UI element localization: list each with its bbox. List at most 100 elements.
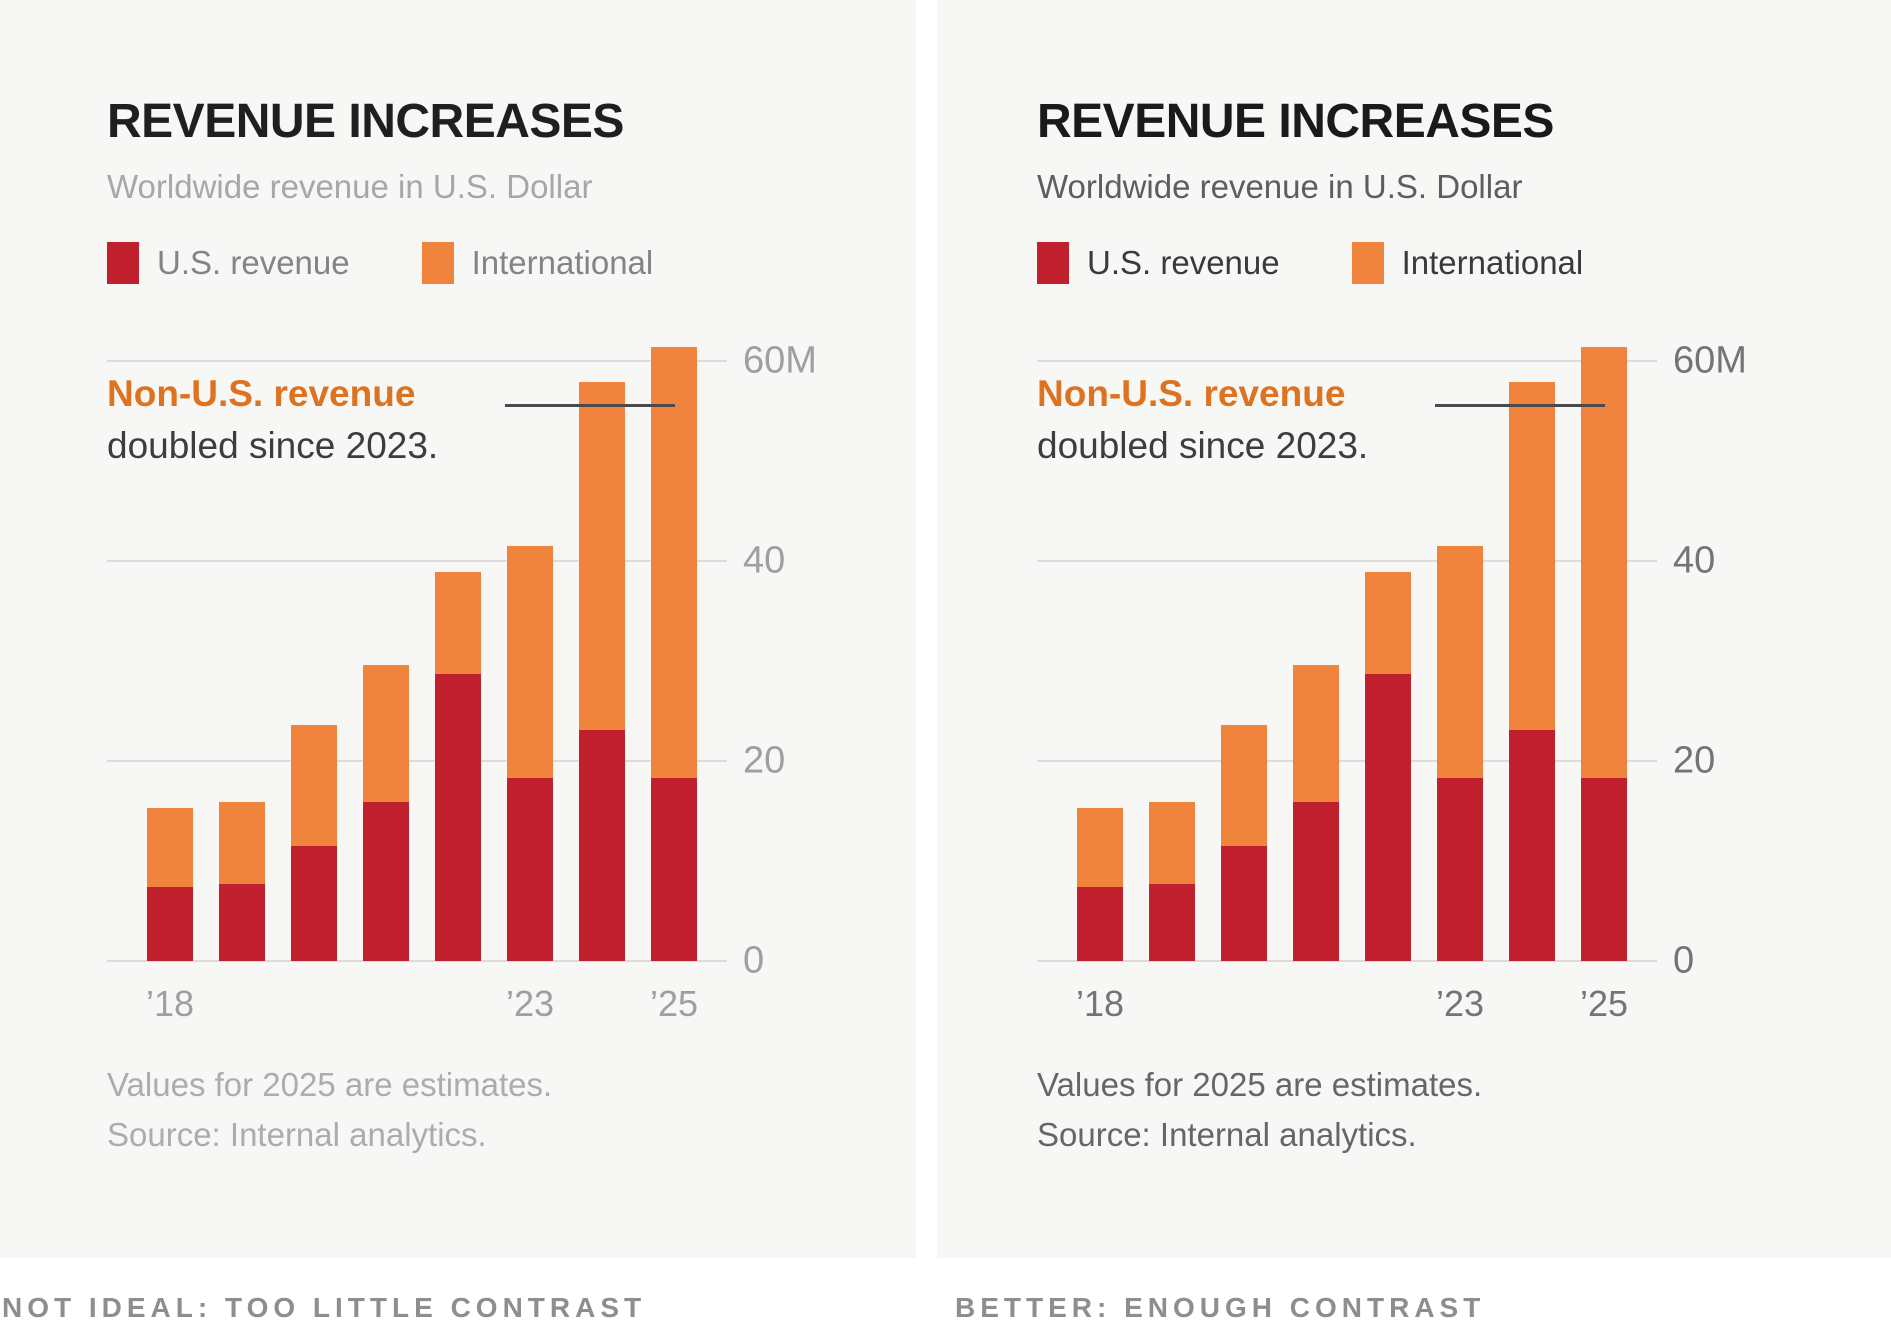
bar-2025 <box>651 347 697 961</box>
bar-2025-international-segment <box>1581 347 1627 778</box>
bar-2020-international-segment <box>291 725 337 846</box>
bar-2024-us-revenue-segment <box>579 730 625 961</box>
bar-2021-international-segment <box>363 665 409 802</box>
bar-2018 <box>1077 808 1123 961</box>
gridline-0 <box>107 960 707 962</box>
bar-2018-international-segment <box>147 808 193 887</box>
y-axis-label-0: 0 <box>1673 939 1695 982</box>
bar-2020 <box>291 725 337 961</box>
international-swatch <box>421 242 454 284</box>
bar-2022 <box>435 572 481 961</box>
bar-2024-international-segment <box>579 382 625 730</box>
bar-2023-us-revenue-segment <box>1437 778 1483 961</box>
y-axis-label-40: 40 <box>743 539 786 582</box>
bar-2020-us-revenue-segment <box>1221 846 1267 961</box>
legend-label-international: International <box>471 244 654 281</box>
y-tick-0 <box>1637 960 1657 962</box>
chart-title: REVENUE INCREASES <box>107 95 624 148</box>
gridline-40 <box>107 560 707 562</box>
x-axis-label-2023: ’23 <box>1435 983 1485 1024</box>
bar-2019-us-revenue-segment <box>219 884 265 961</box>
y-tick-60M <box>707 360 727 362</box>
bar-2019-international-segment <box>1149 802 1195 884</box>
bar-2023-us-revenue-segment <box>507 778 553 961</box>
y-tick-20 <box>707 760 727 762</box>
chart-subtitle: Worldwide revenue in U.S. Dollar <box>107 168 593 205</box>
bar-2024 <box>579 382 625 961</box>
bar-2021-international-segment <box>1293 665 1339 802</box>
bar-2022-international-segment <box>435 572 481 674</box>
footnote: Values for 2025 are estimates. Source: I… <box>107 1060 552 1160</box>
panel-enough-contrast: REVENUE INCREASES Worldwide revenue in U… <box>937 0 1891 1258</box>
gridline-60M <box>1037 360 1637 362</box>
bar-2025 <box>1581 347 1627 961</box>
bar-2020 <box>1221 725 1267 961</box>
legend-label-us-revenue: U.S. revenue <box>1087 244 1280 281</box>
caption-enough-contrast: BETTER: ENOUGH CONTRAST <box>955 1292 1486 1323</box>
x-axis-label-2023: ’23 <box>505 983 555 1024</box>
bar-2022-us-revenue-segment <box>435 674 481 961</box>
y-tick-0 <box>707 960 727 962</box>
bar-2019 <box>1149 802 1195 961</box>
plot-area: 0 20 40 60M ’18 ’23 ’25 <box>107 331 817 1024</box>
bar-2023 <box>507 546 553 961</box>
y-axis-label-60M: 60M <box>1673 339 1747 382</box>
bar-2019-us-revenue-segment <box>1149 884 1195 961</box>
bar-2024-international-segment <box>1509 382 1555 730</box>
footnote-line-1: Values for 2025 are estimates. <box>107 1066 553 1103</box>
legend: U.S. revenue International <box>107 242 653 284</box>
stacked-bar-chart: 0 20 40 60M ’18 ’23 ’25 Non-U.S. revenue doubl… <box>107 331 817 1024</box>
footnote-line-1: Values for 2025 are estimates. <box>1037 1066 1483 1103</box>
y-tick-60M <box>1637 360 1657 362</box>
x-axis-label-2025: ’25 <box>1579 983 1629 1024</box>
footnote-line-2: Source: Internal analytics. <box>1037 1116 1417 1153</box>
bar-2021 <box>1293 665 1339 961</box>
footnote: Values for 2025 are estimates. Source: I… <box>1037 1060 1482 1160</box>
bar-2022-international-segment <box>1365 572 1411 674</box>
plot-area: 0 20 40 60M ’18 ’23 ’25 <box>1037 331 1747 1024</box>
legend: U.S. revenue International <box>1037 242 1583 284</box>
x-axis-label-2018: ’18 <box>1075 983 1125 1024</box>
panel-low-contrast: REVENUE INCREASES Worldwide revenue in U… <box>0 0 916 1258</box>
bar-2018-international-segment <box>1077 808 1123 887</box>
bar-2025-international-segment <box>651 347 697 778</box>
y-axis-label-20: 20 <box>1673 739 1716 782</box>
annotation-text: doubled since 2023. <box>1037 425 1369 466</box>
bar-2022-us-revenue-segment <box>1365 674 1411 961</box>
bar-2020-international-segment <box>1221 725 1267 846</box>
gridline-40 <box>1037 560 1637 562</box>
us-revenue-swatch <box>1037 242 1069 284</box>
bar-2021-us-revenue-segment <box>1293 802 1339 961</box>
bar-2018 <box>147 808 193 961</box>
gridline-0 <box>1037 960 1637 962</box>
bar-2024 <box>1509 382 1555 961</box>
y-tick-40 <box>707 560 727 562</box>
bar-2021-us-revenue-segment <box>363 802 409 961</box>
bar-2024-us-revenue-segment <box>1509 730 1555 961</box>
bar-2018-us-revenue-segment <box>147 887 193 961</box>
annotation-highlight: Non-U.S. revenue <box>107 373 416 414</box>
legend-item-international: International <box>421 242 654 284</box>
bar-2020-us-revenue-segment <box>291 846 337 961</box>
y-axis-label-40: 40 <box>1673 539 1716 582</box>
chart-title: REVENUE INCREASES <box>1037 95 1554 148</box>
bar-2022 <box>1365 572 1411 961</box>
annotation-pointer-line <box>505 404 675 407</box>
bar-2018-us-revenue-segment <box>1077 887 1123 961</box>
legend-item-us-revenue: U.S. revenue <box>107 242 350 284</box>
x-axis-label-2018: ’18 <box>145 983 195 1024</box>
bar-2019 <box>219 802 265 961</box>
bar-2021 <box>363 665 409 961</box>
legend-item-international: International <box>1351 242 1584 284</box>
us-revenue-swatch <box>107 242 139 284</box>
gridline-60M <box>107 360 707 362</box>
bar-2023-international-segment <box>507 546 553 778</box>
legend-label-us-revenue: U.S. revenue <box>157 244 350 281</box>
bar-2025-us-revenue-segment <box>651 778 697 961</box>
bar-2019-international-segment <box>219 802 265 884</box>
annotation-highlight: Non-U.S. revenue <box>1037 373 1346 414</box>
legend-item-us-revenue: U.S. revenue <box>1037 242 1280 284</box>
x-axis-label-2025: ’25 <box>649 983 699 1024</box>
y-axis-label-20: 20 <box>743 739 786 782</box>
legend-label-international: International <box>1401 244 1584 281</box>
